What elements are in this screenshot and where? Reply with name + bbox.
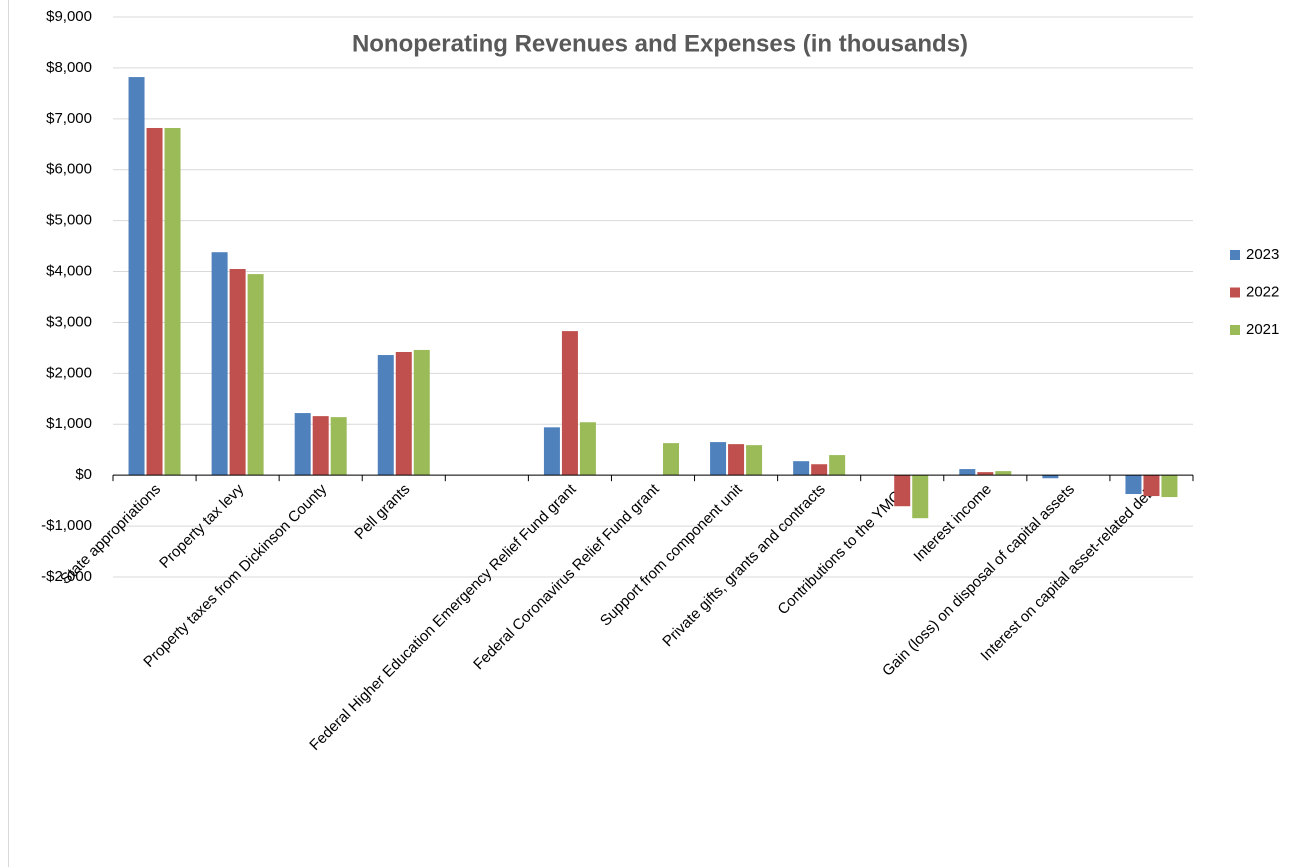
legend-label: 2021 — [1246, 321, 1279, 338]
x-tick-label: Private gifts, grants and contracts — [659, 481, 828, 650]
x-tick-label: Gain (loss) on disposal of capital asset… — [879, 481, 1078, 680]
bar — [543, 427, 560, 476]
bar — [1042, 475, 1059, 479]
bar — [1143, 475, 1160, 497]
bar — [746, 445, 763, 476]
y-tick-label: $2,000 — [46, 364, 92, 381]
y-tick-label: $9,000 — [46, 8, 92, 25]
bar — [312, 416, 329, 476]
legend-swatch — [1230, 250, 1240, 260]
bar — [793, 461, 810, 476]
bar — [579, 422, 596, 476]
legend-label: 2022 — [1246, 283, 1279, 300]
y-tick-label: $4,000 — [46, 263, 92, 280]
bar — [829, 455, 846, 476]
legend-label: 2023 — [1246, 246, 1279, 263]
bar — [912, 475, 929, 519]
x-tick-label: Pell grants — [351, 481, 413, 543]
bar — [811, 464, 828, 476]
x-tick-label: State appropriations — [57, 481, 164, 588]
legend-swatch — [1230, 325, 1240, 335]
bar — [330, 417, 347, 476]
bar — [164, 127, 181, 476]
y-tick-label: -$1,000 — [41, 517, 92, 534]
bar — [211, 252, 228, 476]
legend-swatch — [1230, 287, 1240, 298]
bar — [247, 274, 264, 476]
x-tick-label: Federal Higher Education Emergency Relie… — [306, 480, 580, 754]
bar — [959, 469, 976, 476]
y-tick-label: $6,000 — [46, 161, 92, 178]
bar — [728, 444, 745, 476]
bar — [128, 77, 145, 476]
y-tick-label: $7,000 — [46, 110, 92, 127]
bar — [894, 475, 911, 507]
y-tick-label: $3,000 — [46, 313, 92, 330]
bar — [663, 443, 679, 476]
bar — [977, 472, 994, 476]
bar — [229, 269, 246, 476]
bar — [413, 349, 430, 476]
y-tick-label: $0 — [75, 466, 92, 483]
bar — [1125, 475, 1142, 495]
y-tick-label: $1,000 — [46, 415, 92, 432]
chart-border — [8, 0, 9, 867]
bar — [995, 471, 1012, 476]
bar — [561, 331, 578, 476]
bar — [395, 351, 412, 476]
bar — [377, 355, 394, 476]
y-tick-label: -$2,000 — [41, 568, 92, 585]
bar — [146, 127, 163, 476]
x-tick-label: Support from component unit — [597, 480, 746, 629]
bar — [1161, 475, 1178, 498]
x-tick-label: Interest on capital asset-related debt — [977, 480, 1161, 664]
bar — [710, 442, 727, 476]
chart-title: Nonoperating Revenues and Expenses (in t… — [352, 30, 968, 57]
y-tick-label: $5,000 — [46, 212, 92, 229]
bar — [294, 413, 311, 476]
x-tick-label: Property taxes from Dickinson County — [140, 480, 330, 670]
y-tick-label: $8,000 — [46, 59, 92, 76]
